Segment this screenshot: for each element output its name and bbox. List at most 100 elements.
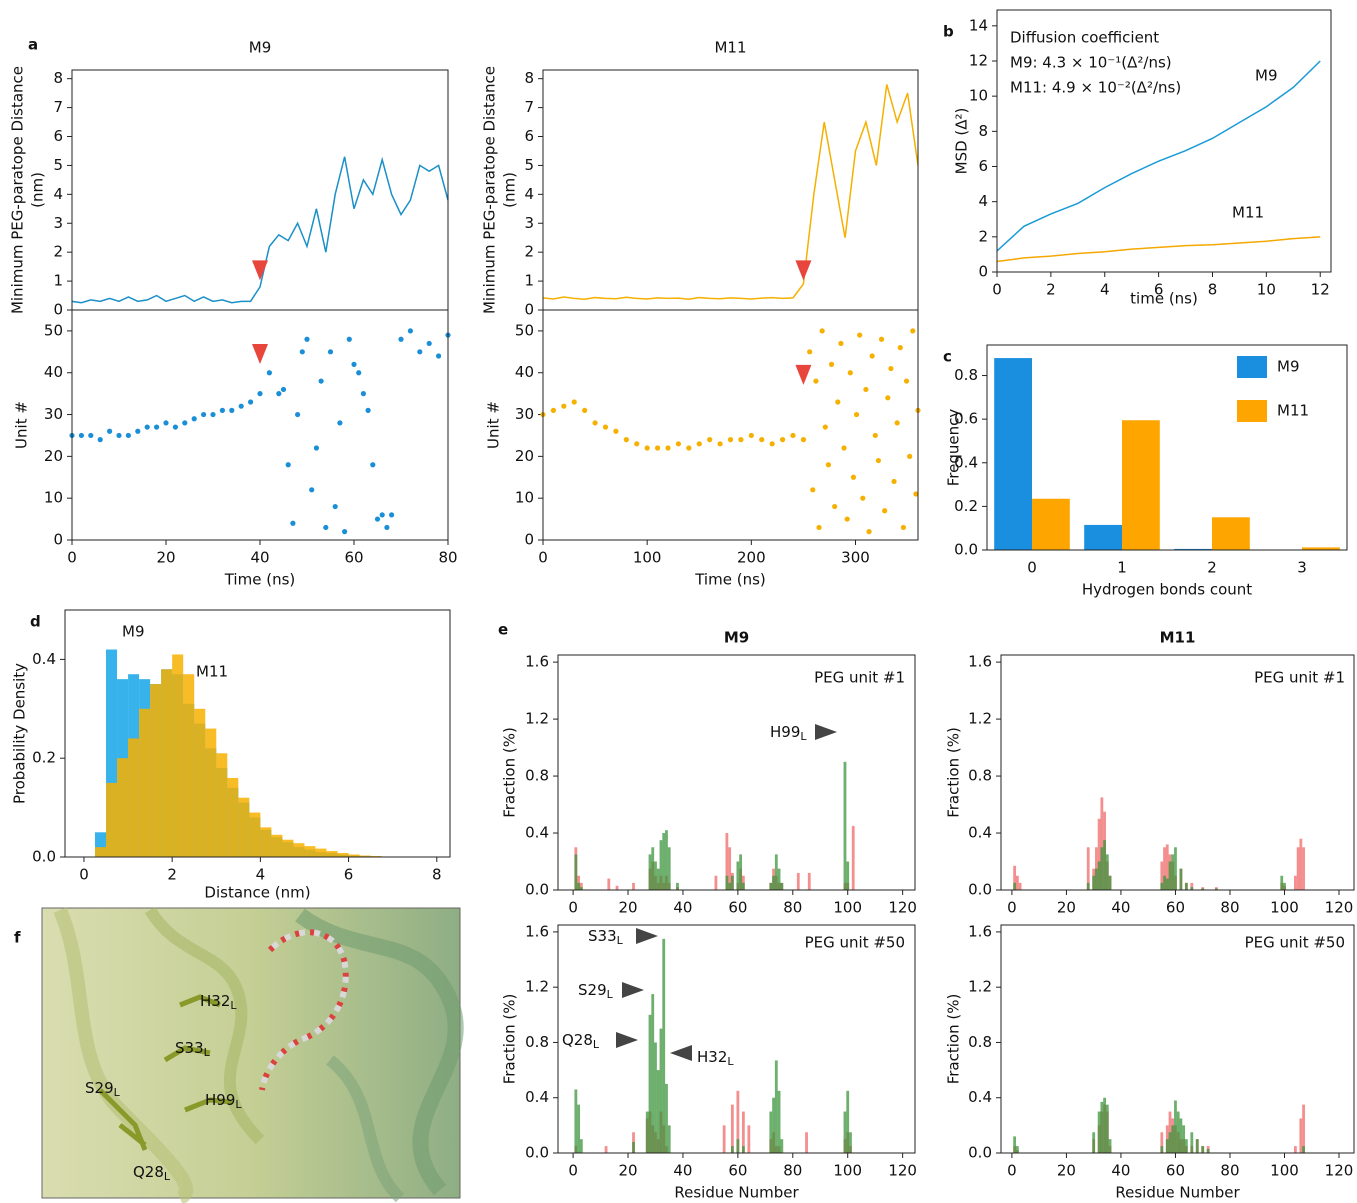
y-tick-label: 20 [44, 447, 63, 465]
scatter-point [572, 399, 577, 404]
residue-label-sub: L [114, 1086, 121, 1099]
residue-label-main: H32 [200, 992, 230, 1010]
y-tick-label: 20 [515, 447, 534, 465]
res-bar [808, 873, 811, 890]
y-tick-label: 0.2 [954, 497, 978, 515]
chart-title: M9 [249, 39, 272, 57]
scatter-point [848, 370, 853, 375]
y-tick-label: 10 [969, 87, 988, 105]
annotation-arrow [636, 928, 658, 944]
scatter-point [248, 399, 253, 404]
res-bar [1190, 1132, 1193, 1153]
legend-swatch [1237, 400, 1267, 422]
y-tick-label: 30 [44, 405, 63, 423]
scatter-point [98, 437, 103, 442]
res-bar [616, 886, 619, 890]
res-bar [1294, 1146, 1297, 1153]
panel-letter: c [943, 348, 952, 366]
x-tick-label: 40 [673, 899, 692, 917]
scatter-point [173, 424, 178, 429]
scatter-point [888, 366, 893, 371]
scatter-point [891, 479, 896, 484]
scatter-point [816, 525, 821, 530]
x-tick-label: 6 [344, 866, 354, 884]
hist-bar [249, 813, 260, 857]
x-tick-label: 8 [432, 866, 442, 884]
res-bar [731, 1105, 734, 1153]
y-tick-label: 0.8 [525, 767, 549, 785]
hist-bar [95, 847, 106, 857]
annotation-main: H32 [697, 1048, 727, 1066]
res-bar [1013, 1136, 1016, 1153]
scatter-point [634, 441, 639, 446]
x-tick-label: 0 [568, 1162, 578, 1180]
res-bar [1302, 1146, 1305, 1153]
scatter-point [229, 408, 234, 413]
res-bar [731, 1146, 734, 1153]
x-tick-label: 8 [1208, 281, 1218, 299]
y-tick-label: 4 [978, 192, 988, 210]
res-bar [1109, 1139, 1112, 1153]
res-bar [654, 1042, 657, 1153]
x-tick-label: 4 [1100, 281, 1110, 299]
x-tick-label: 40 [673, 1162, 692, 1180]
y-axis-label: Minimum PEG-paratope Distance [9, 66, 27, 314]
scatter-point [857, 332, 862, 337]
scatter-point [895, 420, 900, 425]
y-tick-label: 0.8 [525, 1033, 549, 1051]
x-tick-label: 200 [737, 549, 766, 567]
scatter-point [347, 337, 352, 342]
x-tick-label: 80 [783, 899, 802, 917]
legend-label: M11 [1232, 204, 1264, 222]
scatter-point [645, 445, 650, 450]
res-bar [580, 1139, 583, 1153]
res-bar [662, 939, 665, 1153]
y-axis-label: (nm) [501, 172, 519, 208]
res-bar [660, 1029, 663, 1153]
y-tick-label: 0.8 [968, 767, 992, 785]
res-bar [775, 854, 778, 890]
res-bar [665, 1084, 668, 1153]
chart-title: M9 [724, 629, 749, 647]
scatter-point [300, 349, 305, 354]
y-tick-label: 2 [978, 227, 988, 245]
res-bar [668, 1125, 671, 1153]
res-bar [649, 1015, 652, 1153]
scatter-point [408, 328, 413, 333]
y-tick-label: 4 [53, 185, 63, 203]
scatter-point [384, 525, 389, 530]
res-bar [577, 1105, 580, 1153]
x-tick-label: 20 [618, 899, 637, 917]
legend-label: M9 [1277, 358, 1300, 376]
x-axis-label: Residue Number [674, 1184, 799, 1202]
panel-letter: e [498, 621, 508, 639]
x-axis-label: Time (ns) [224, 571, 296, 589]
x-axis-label: Time (ns) [694, 571, 766, 589]
res-bar [1163, 876, 1166, 890]
annotation-arrow [815, 724, 837, 740]
hist-bar [327, 851, 338, 857]
res-bar [1166, 1139, 1169, 1153]
res-bar [1169, 1132, 1172, 1153]
res-bar [1100, 1102, 1103, 1153]
y-tick-label: 0.8 [968, 1033, 992, 1051]
scatter-point [759, 437, 764, 442]
res-bar [1180, 869, 1183, 890]
res-bar [1100, 847, 1103, 890]
residue-label-sub: L [204, 1046, 211, 1059]
y-axis-label: Minimum PEG-paratope Distance [481, 66, 499, 314]
event-marker [795, 365, 811, 385]
y-tick-label: 7 [524, 98, 534, 116]
scatter-point [276, 391, 281, 396]
x-tick-label: 60 [1166, 899, 1185, 917]
x-tick-label: 100 [1270, 899, 1299, 917]
residue-label-main: S33 [175, 1039, 204, 1057]
y-tick-label: 1.2 [968, 978, 992, 996]
hist-bar [172, 654, 183, 857]
y-tick-label: 10 [515, 489, 534, 507]
res-bar [646, 1112, 649, 1153]
y-tick-label: 1.6 [525, 653, 549, 671]
annotation: PEG unit #50 [1245, 934, 1345, 952]
res-bar [739, 854, 742, 890]
res-bar [665, 830, 668, 890]
